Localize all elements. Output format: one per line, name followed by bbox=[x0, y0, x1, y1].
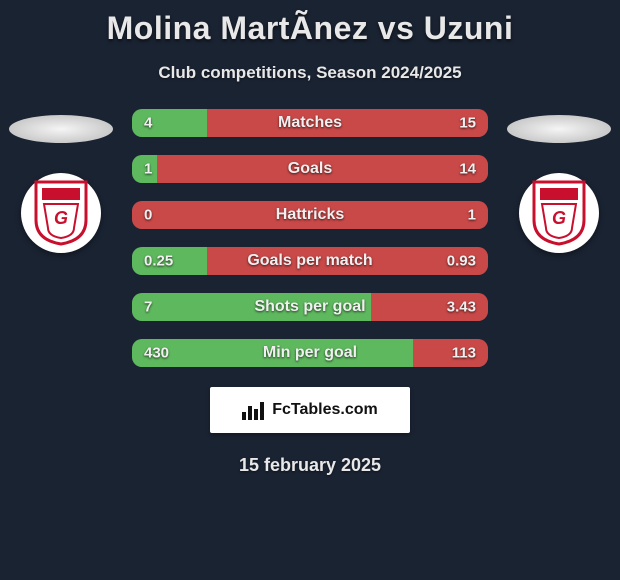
stat-value-right: 1 bbox=[468, 207, 476, 224]
stat-row: 4 15 Matches bbox=[132, 109, 488, 137]
player-right-club-badge: G bbox=[519, 173, 599, 253]
svg-text:G: G bbox=[552, 208, 566, 228]
brand-card[interactable]: FcTables.com bbox=[210, 387, 410, 433]
date-label: 15 february 2025 bbox=[0, 455, 620, 476]
stat-row: 7 3.43 Shots per goal bbox=[132, 293, 488, 321]
player-left-club-badge: G bbox=[21, 173, 101, 253]
stat-value-right: 14 bbox=[459, 161, 476, 178]
stat-value-right: 3.43 bbox=[447, 299, 476, 316]
stat-row: 430 113 Min per goal bbox=[132, 339, 488, 367]
svg-text:G: G bbox=[54, 208, 68, 228]
stat-value-left: 430 bbox=[144, 345, 169, 362]
stat-value-left: 1 bbox=[144, 161, 152, 178]
stat-value-right: 0.93 bbox=[447, 253, 476, 270]
stat-value-left: 0 bbox=[144, 207, 152, 224]
stat-label: Min per goal bbox=[263, 344, 357, 362]
stat-label: Shots per goal bbox=[254, 298, 365, 316]
stat-value-left: 4 bbox=[144, 115, 152, 132]
stat-label: Goals per match bbox=[247, 252, 372, 270]
fctables-logo-icon bbox=[242, 400, 266, 420]
subtitle: Club competitions, Season 2024/2025 bbox=[0, 63, 620, 83]
stat-label: Hattricks bbox=[276, 206, 344, 224]
player-right-avatar bbox=[507, 115, 611, 143]
granada-badge-icon: G bbox=[34, 180, 88, 246]
stat-label: Matches bbox=[278, 114, 342, 132]
page-title: Molina MartÃ­nez vs Uzuni bbox=[0, 10, 620, 47]
player-right-column: G bbox=[504, 109, 614, 253]
stat-value-left: 7 bbox=[144, 299, 152, 316]
stat-value-right: 15 bbox=[459, 115, 476, 132]
stat-bar-right bbox=[207, 109, 488, 137]
granada-badge-icon: G bbox=[532, 180, 586, 246]
player-left-column: G bbox=[6, 109, 116, 253]
brand-text: FcTables.com bbox=[272, 401, 378, 419]
stat-row: 0 1 Hattricks bbox=[132, 201, 488, 229]
stat-bar-right bbox=[413, 339, 488, 367]
stat-row: 0.25 0.93 Goals per match bbox=[132, 247, 488, 275]
stat-value-right: 113 bbox=[452, 345, 476, 362]
player-left-avatar bbox=[9, 115, 113, 143]
stat-value-left: 0.25 bbox=[144, 253, 173, 270]
stat-label: Goals bbox=[288, 160, 332, 178]
comparison-panel: G 4 15 Matches 1 14 Goals 0 1 Hattricks 0.25 0.93 G… bbox=[0, 109, 620, 367]
stat-row: 1 14 Goals bbox=[132, 155, 488, 183]
stats-bars: 4 15 Matches 1 14 Goals 0 1 Hattricks 0.25 0.93 Goa… bbox=[116, 109, 504, 367]
